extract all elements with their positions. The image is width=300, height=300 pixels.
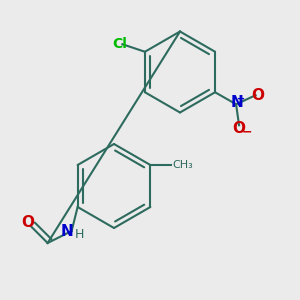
Text: −: −	[241, 125, 252, 138]
Text: N: N	[61, 224, 74, 238]
Text: Cl: Cl	[112, 37, 127, 51]
Text: O: O	[232, 121, 246, 136]
Text: O: O	[251, 88, 265, 103]
Text: H: H	[74, 227, 84, 241]
Text: N: N	[231, 95, 243, 110]
Text: CH₃: CH₃	[173, 160, 194, 170]
Text: O: O	[21, 215, 34, 230]
Text: +: +	[237, 94, 245, 104]
